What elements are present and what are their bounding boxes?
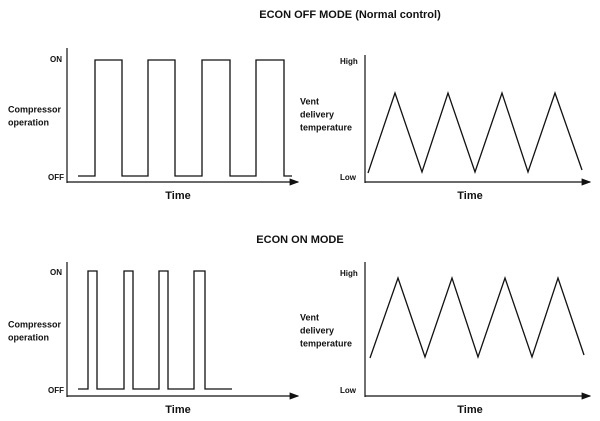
y-label: Compressor	[8, 319, 62, 329]
y-label: Vent	[300, 96, 319, 106]
y-label: delivery	[300, 325, 334, 335]
level-label: High	[340, 57, 358, 66]
y-label: Vent	[300, 312, 319, 322]
temperature-wave	[367, 90, 583, 175]
compressor-wave	[78, 270, 232, 390]
axes	[66, 48, 298, 183]
x-label: Time	[457, 190, 482, 202]
temperature-wave	[369, 275, 585, 360]
level-label: ON	[50, 55, 62, 64]
x-label: Time	[165, 190, 190, 202]
axes	[364, 55, 590, 183]
level-label: OFF	[48, 173, 64, 182]
y-label: temperature	[300, 338, 352, 348]
y-label: operation	[8, 117, 49, 127]
level-label: High	[340, 269, 358, 278]
x-label: Time	[165, 404, 190, 416]
y-label: delivery	[300, 109, 334, 119]
compressor-wave	[78, 59, 292, 177]
y-label: Compressor	[8, 104, 62, 114]
axes	[364, 262, 590, 397]
x-label: Time	[457, 404, 482, 416]
section-title: ECON OFF MODE (Normal control)	[259, 9, 441, 21]
y-label: temperature	[300, 122, 352, 132]
level-label: OFF	[48, 386, 64, 395]
axes	[66, 262, 298, 397]
level-label: Low	[340, 173, 357, 182]
y-label: operation	[8, 332, 49, 342]
level-label: Low	[340, 386, 357, 395]
section-title: ECON ON MODE	[256, 234, 343, 246]
level-label: ON	[50, 268, 62, 277]
